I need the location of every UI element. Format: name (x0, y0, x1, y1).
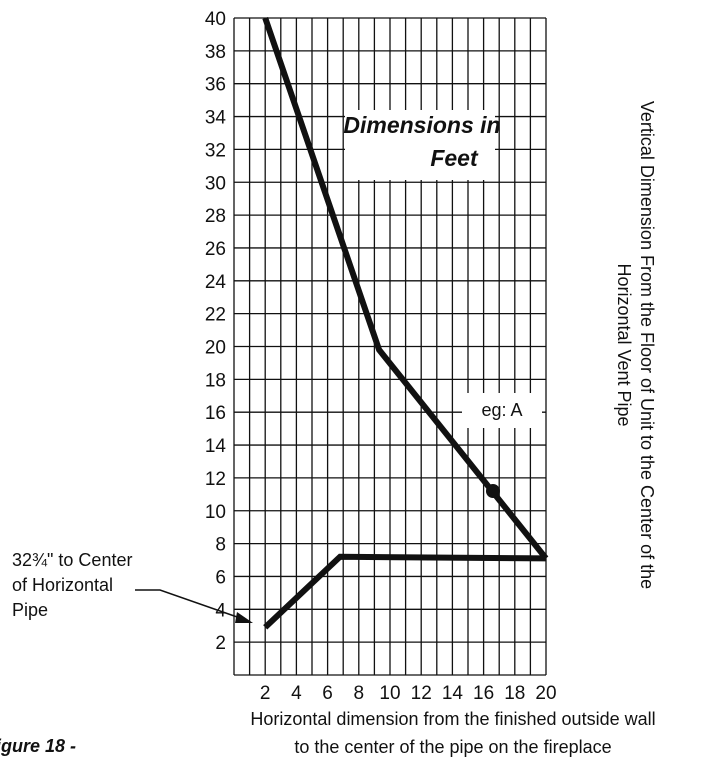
x-tick-label: 8 (354, 683, 365, 704)
y-tick-label: 26 (205, 239, 226, 260)
x-tick-label: 14 (442, 683, 464, 704)
title-background (345, 110, 495, 180)
y-tick-label: 12 (205, 469, 226, 490)
x-tick-label: 2 (260, 683, 271, 704)
figure-caption: igure 18 - (0, 736, 76, 756)
y-tick-label: 18 (205, 370, 226, 391)
pipe-note-leader (135, 589, 241, 619)
chart-title-line-2: Feet (430, 145, 479, 171)
x-tick-label: 4 (291, 683, 302, 704)
y-tick-label: 14 (205, 436, 227, 457)
series-line-2 (263, 553, 547, 630)
y-tick-label: 38 (205, 42, 226, 63)
x-tick-label: 6 (322, 683, 333, 704)
x-tick-label: 10 (379, 683, 400, 704)
y-axis-label-line-2: Horizontal Vent Pipe (614, 263, 634, 426)
y-tick-label: 32 (205, 140, 226, 161)
example-label: eg: A (481, 400, 522, 420)
x-axis-label-line-2: to the center of the pipe on the firepla… (294, 737, 611, 757)
y-tick-label: 20 (205, 338, 226, 359)
y-tick-label: 24 (205, 272, 227, 293)
y-tick-label: 2 (215, 633, 226, 654)
x-tick-label: 18 (504, 683, 525, 704)
y-tick-label: 10 (205, 502, 226, 523)
y-tick-label: 16 (205, 403, 226, 424)
x-tick-label: 12 (411, 683, 432, 704)
pipe-note-arrowhead (235, 612, 253, 623)
pipe-note-line-3: Pipe (12, 600, 48, 620)
x-axis-label-line-1: Horizontal dimension from the finished o… (250, 709, 655, 729)
y-tick-label: 30 (205, 173, 226, 194)
y-tick-label: 36 (205, 75, 226, 96)
example-point-marker (485, 484, 500, 499)
pipe-note-line-2: of Horizontal (12, 575, 113, 595)
y-tick-label: 28 (205, 206, 226, 227)
y-tick-label: 34 (205, 108, 227, 129)
y-tick-label: 22 (205, 305, 226, 326)
example-label-box (462, 393, 542, 428)
y-tick-label: 8 (215, 535, 226, 556)
x-tick-label: 16 (473, 683, 494, 704)
pipe-note-line-1: 32¾" to Center (12, 550, 132, 570)
x-tick-label: 20 (535, 683, 556, 704)
series-lines (262, 17, 549, 630)
y-tick-label: 40 (205, 9, 226, 30)
x-tick-labels: 2 4 6 8 10 12 14 16 18 20 (260, 683, 557, 704)
chart-title-line-1: Dimensions in (343, 112, 500, 138)
y-tick-label: 6 (215, 567, 226, 588)
y-axis-label-line-1: Vertical Dimension From the Floor of Uni… (637, 101, 657, 589)
